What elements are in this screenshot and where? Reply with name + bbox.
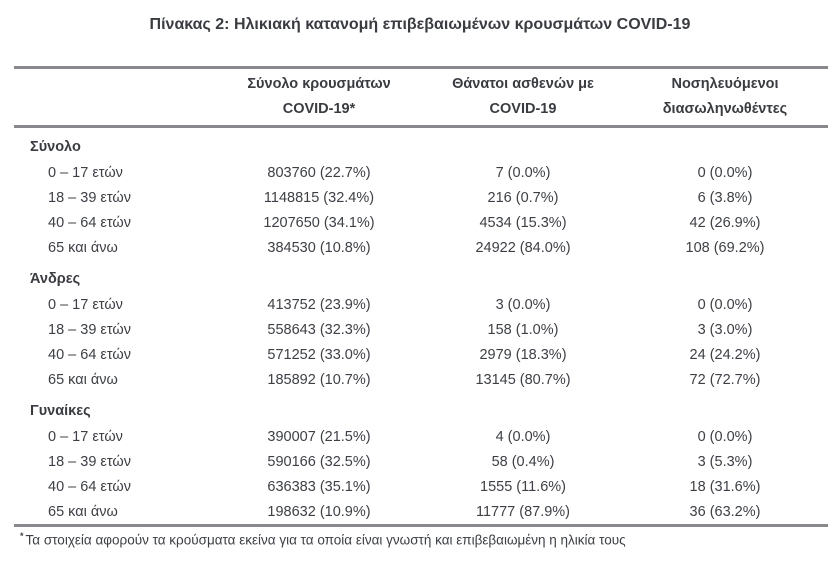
deaths-cell: 216 (0.7%) bbox=[487, 189, 559, 206]
intubated-cell: 108 (69.2%) bbox=[685, 239, 765, 256]
section-label: Σύνολο bbox=[30, 139, 81, 155]
deaths-cell: 11777 (87.9%) bbox=[475, 503, 571, 520]
cases-cell: 1148815 (32.4%) bbox=[263, 189, 375, 206]
intubated-cell: 72 (72.7%) bbox=[689, 371, 761, 388]
table-row: 65 και άνω 185892 (10.7%) 13145 (80.7%) … bbox=[14, 367, 828, 392]
cases-cell: 413752 (23.9%) bbox=[267, 296, 371, 313]
age-cell: 65 και άνω bbox=[48, 239, 118, 256]
deaths-cell: 58 (0.4%) bbox=[491, 453, 555, 470]
deaths-cell: 4 (0.0%) bbox=[495, 428, 551, 445]
age-cell: 40 – 64 ετών bbox=[48, 214, 131, 231]
table-row: 18 – 39 ετών 558643 (32.3%) 158 (1.0%) 3… bbox=[14, 317, 828, 342]
age-cell: 0 – 17 ετών bbox=[48, 164, 123, 181]
deaths-cell: 7 (0.0%) bbox=[495, 164, 551, 181]
intubated-cell: 0 (0.0%) bbox=[697, 164, 753, 181]
cases-cell: 390007 (21.5%) bbox=[267, 428, 371, 445]
age-cell: 65 και άνω bbox=[48, 371, 118, 388]
table-row: 0 – 17 ετών 803760 (22.7%) 7 (0.0%) 0 (0… bbox=[14, 160, 828, 185]
table-body: Σύνολο 0 – 17 ετών 803760 (22.7%) 7 (0.0… bbox=[14, 128, 828, 524]
table-row: 0 – 17 ετών 390007 (21.5%) 4 (0.0%) 0 (0… bbox=[14, 424, 828, 449]
table-row: 40 – 64 ετών 1207650 (34.1%) 4534 (15.3%… bbox=[14, 210, 828, 235]
table-row: 40 – 64 ετών 571252 (33.0%) 2979 (18.3%)… bbox=[14, 342, 828, 367]
deaths-cell: 3 (0.0%) bbox=[495, 296, 551, 313]
table-row: 65 και άνω 198632 (10.9%) 11777 (87.9%) … bbox=[14, 499, 828, 524]
footnote: * Τα στοιχεία αφορούν τα κρούσματα εκείνα… bbox=[20, 531, 830, 548]
age-cell: 0 – 17 ετών bbox=[48, 296, 123, 313]
covid-age-table: Σύνολο κρουσμάτων COVID-19* Θάνατοι ασθε… bbox=[14, 66, 828, 527]
header-intubated: Νοσηλευόμενοι διασωληνωθέντες bbox=[622, 72, 828, 125]
intubated-cell: 36 (63.2%) bbox=[689, 503, 761, 520]
table-row: 65 και άνω 384530 (10.8%) 24922 (84.0%) … bbox=[14, 235, 828, 260]
table-title: Πίνακας 2: Ηλικιακή κατανομή επιβεβαιωμέ… bbox=[149, 16, 691, 33]
header-line: Σύνολο κρουσμάτων bbox=[247, 76, 391, 92]
cases-cell: 803760 (22.7%) bbox=[267, 164, 371, 181]
section-label: Γυναίκες bbox=[30, 403, 91, 419]
top-rule bbox=[14, 66, 828, 69]
table-row: 0 – 17 ετών 413752 (23.9%) 3 (0.0%) 0 (0… bbox=[14, 292, 828, 317]
deaths-cell: 4534 (15.3%) bbox=[479, 214, 567, 231]
intubated-cell: 0 (0.0%) bbox=[697, 296, 753, 313]
cases-cell: 590166 (32.5%) bbox=[267, 453, 371, 470]
intubated-cell: 3 (5.3%) bbox=[697, 453, 753, 470]
intubated-cell: 18 (31.6%) bbox=[689, 478, 761, 495]
cases-cell: 636383 (35.1%) bbox=[267, 478, 371, 495]
header-line: COVID-19 bbox=[489, 101, 557, 117]
header-empty-cell bbox=[14, 72, 214, 125]
deaths-cell: 158 (1.0%) bbox=[487, 321, 559, 338]
intubated-cell: 3 (3.0%) bbox=[697, 321, 753, 338]
table-row: 18 – 39 ετών 1148815 (32.4%) 216 (0.7%) … bbox=[14, 185, 828, 210]
age-cell: 18 – 39 ετών bbox=[48, 189, 131, 206]
table-header-row: Σύνολο κρουσμάτων COVID-19* Θάνατοι ασθε… bbox=[14, 69, 828, 125]
bottom-rule bbox=[14, 524, 828, 527]
cases-cell: 384530 (10.8%) bbox=[267, 239, 371, 256]
section-label: Άνδρες bbox=[30, 271, 81, 287]
intubated-cell: 6 (3.8%) bbox=[697, 189, 753, 206]
cases-cell: 1207650 (34.1%) bbox=[263, 214, 375, 231]
intubated-cell: 42 (26.9%) bbox=[689, 214, 761, 231]
header-line: COVID-19* bbox=[282, 101, 356, 117]
deaths-cell: 2979 (18.3%) bbox=[479, 346, 567, 363]
header-line: Θάνατοι ασθενών με bbox=[452, 76, 594, 92]
intubated-cell: 0 (0.0%) bbox=[697, 428, 753, 445]
table-row: 18 – 39 ετών 590166 (32.5%) 58 (0.4%) 3 … bbox=[14, 449, 828, 474]
cases-cell: 198632 (10.9%) bbox=[267, 503, 371, 520]
age-cell: 40 – 64 ετών bbox=[48, 478, 131, 495]
deaths-cell: 24922 (84.0%) bbox=[475, 239, 571, 256]
age-cell: 0 – 17 ετών bbox=[48, 428, 123, 445]
intubated-cell: 24 (24.2%) bbox=[689, 346, 761, 363]
cases-cell: 558643 (32.3%) bbox=[267, 321, 371, 338]
header-line: διασωληνωθέντες bbox=[662, 101, 788, 117]
footnote-asterisk: * bbox=[20, 531, 24, 541]
section-row-total: Σύνολο bbox=[14, 128, 828, 160]
age-cell: 65 και άνω bbox=[48, 503, 118, 520]
header-rule bbox=[14, 125, 828, 128]
age-cell: 18 – 39 ετών bbox=[48, 453, 131, 470]
cases-cell: 185892 (10.7%) bbox=[267, 371, 371, 388]
cases-cell: 571252 (33.0%) bbox=[267, 346, 371, 363]
section-row-women: Γυναίκες bbox=[14, 392, 828, 424]
footnote-text: Τα στοιχεία αφορούν τα κρούσματα εκείνα … bbox=[25, 532, 626, 548]
header-deaths: Θάνατοι ασθενών με COVID-19 bbox=[424, 72, 622, 125]
section-row-men: Άνδρες bbox=[14, 260, 828, 292]
header-line: Νοσηλευόμενοι bbox=[671, 76, 779, 92]
deaths-cell: 1555 (11.6%) bbox=[480, 478, 566, 495]
age-cell: 40 – 64 ετών bbox=[48, 346, 131, 363]
age-cell: 18 – 39 ετών bbox=[48, 321, 131, 338]
header-total-cases: Σύνολο κρουσμάτων COVID-19* bbox=[214, 72, 424, 125]
table-row: 40 – 64 ετών 636383 (35.1%) 1555 (11.6%)… bbox=[14, 474, 828, 499]
deaths-cell: 13145 (80.7%) bbox=[475, 371, 571, 388]
